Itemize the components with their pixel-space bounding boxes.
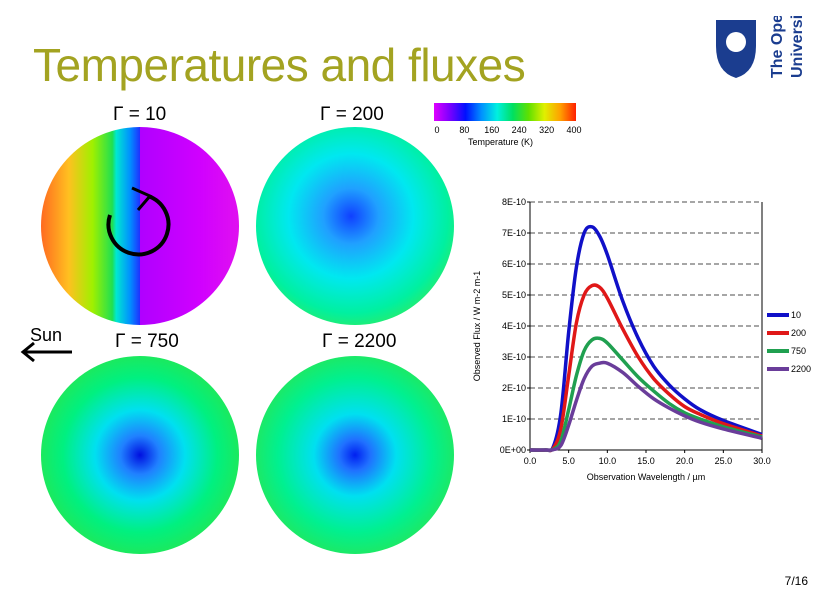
globe-label-200: Γ = 200: [320, 104, 384, 125]
legend-label: 10: [791, 310, 801, 320]
legend-label: 750: [791, 346, 806, 356]
legend-label: 200: [791, 328, 806, 338]
y-tick-label: 4E-10: [502, 321, 526, 331]
colorbar-tick-label: 320: [539, 125, 555, 135]
colorbar-label: Temperature (K): [468, 137, 534, 147]
legend-label: 2200: [791, 364, 811, 374]
globe-gamma-2200: [256, 356, 454, 554]
x-tick-label: 0.0: [524, 456, 537, 466]
y-tick-label: 3E-10: [502, 352, 526, 362]
globe-gamma-200: [256, 127, 454, 325]
flux-chart: 0E+00 1E-10 2E-10 3E-10 4E-10 5E-10 6E-10 7E-10…: [472, 197, 811, 482]
globe-gamma-10: [41, 127, 239, 325]
x-tick-label: 10.0: [599, 456, 617, 466]
y-tick-label: 7E-10: [502, 228, 526, 238]
svg-text:The Open: The Open: [769, 16, 786, 78]
y-tick-label: 6E-10: [502, 259, 526, 269]
globe-label-2200: Γ = 2200: [322, 331, 397, 352]
open-university-logo: The Open University: [716, 16, 806, 78]
sun-label: Sun: [30, 325, 63, 345]
page-number: 7/16: [784, 574, 808, 588]
y-axis-label: Observed Flux / W m-2 m-1: [472, 271, 482, 382]
y-tick-label: 1E-10: [502, 414, 526, 424]
globe-label-750: Γ = 750: [115, 331, 179, 352]
x-tick-label: 25.0: [715, 456, 733, 466]
x-tick-label: 20.0: [676, 456, 694, 466]
colorbar-tick-label: 160: [484, 125, 500, 135]
globes: [20, 127, 454, 554]
colorbar-tick-label: 240: [511, 125, 527, 135]
colorbar-tick-label: 0: [434, 125, 440, 135]
series-line-2200: [529, 360, 763, 452]
series-line-10: [529, 224, 763, 453]
x-tick-label: 30.0: [753, 456, 771, 466]
temperature-colorbar: [434, 103, 576, 121]
series-line-200: [529, 283, 763, 453]
sun-arrow-icon: [20, 341, 72, 363]
x-axis-label: Observation Wavelength / µm: [587, 472, 705, 482]
series-line-750: [529, 336, 763, 452]
svg-text:University: University: [789, 16, 806, 78]
y-tick-label: 8E-10: [502, 197, 526, 207]
y-tick-label: 2E-10: [502, 383, 526, 393]
x-tick-label: 5.0: [562, 456, 575, 466]
colorbar-tick-label: 400: [566, 125, 582, 135]
colorbar-tick-label: 80: [459, 125, 470, 135]
slide-title: Temperatures and fluxes: [33, 39, 526, 91]
globe-label-10: Γ = 10: [113, 104, 167, 125]
globe-gamma-750: [41, 356, 239, 554]
x-tick-label: 15.0: [637, 456, 655, 466]
y-tick-label: 5E-10: [502, 290, 526, 300]
y-tick-label: 0E+00: [500, 445, 526, 455]
rotation-arrow-icon: [106, 186, 171, 257]
